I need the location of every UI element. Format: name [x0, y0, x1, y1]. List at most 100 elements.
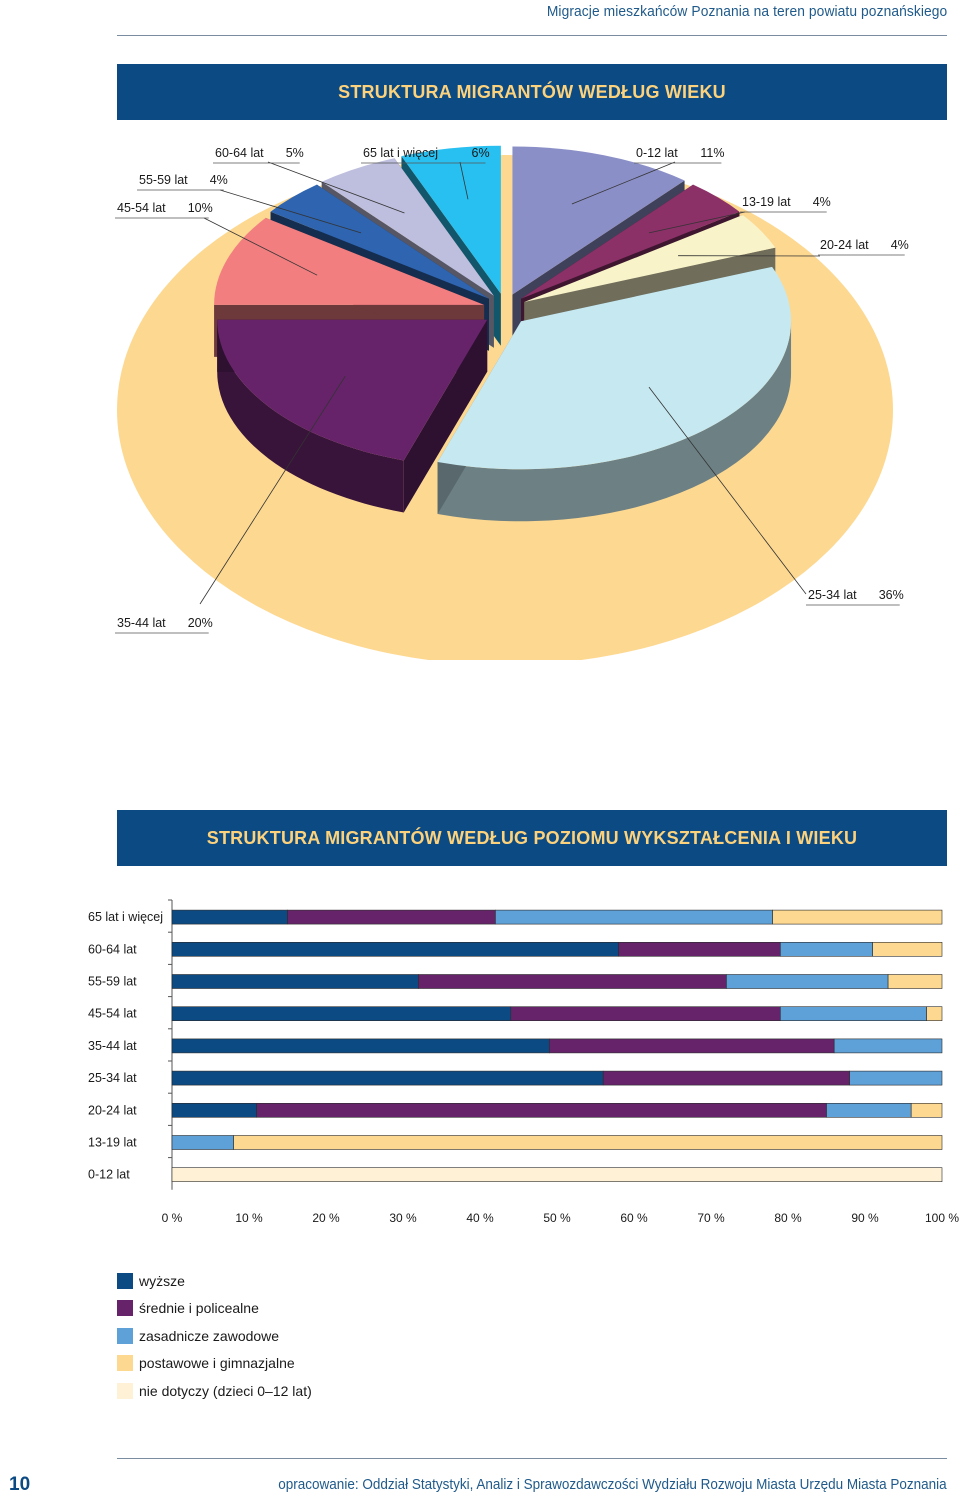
- pie-slice-label: 60-64 lat: [215, 146, 264, 160]
- legend-item: wyższe: [117, 1267, 312, 1295]
- pie-slice-top: [524, 215, 776, 303]
- pie-slice-value: 4%: [210, 173, 228, 187]
- pie-slice-top: [512, 146, 685, 295]
- pie-slice-label: 45-54 lat: [117, 201, 166, 215]
- bar-category-label: 13-19 lat: [88, 1136, 137, 1150]
- pie-slice-value: 20%: [188, 616, 213, 630]
- bar-segment: [171, 1006, 512, 1021]
- bar-category-label: 65 lat i więcej: [88, 910, 163, 924]
- legend-label: zasadnicze zawodowe: [139, 1327, 280, 1344]
- legend-swatch: [117, 1272, 133, 1289]
- bar-chart-title: STRUKTURA MIGRANTÓW WEDŁUG POZIOMU WYKSZ…: [206, 827, 858, 848]
- bar-x-tick-label: 20 %: [312, 1211, 340, 1225]
- pie-slice-top: [521, 184, 740, 299]
- bar-category-label: 35-44 lat: [88, 1039, 137, 1053]
- pie-slice-top: [214, 217, 485, 305]
- bar-x-tick-label: 60 %: [620, 1211, 648, 1225]
- bar-x-tick-label: 80 %: [774, 1211, 802, 1225]
- bar-rows: 65 lat i więcej 60-64 lat 55-59 lat 45-54 l…: [88, 909, 943, 1183]
- bar-x-tick-label: 50 %: [543, 1211, 571, 1225]
- bar-category-label: 25-34 lat: [88, 1071, 137, 1085]
- pie-slice-value: 11%: [700, 146, 724, 160]
- running-title: Migracje mieszkańców Poznania na teren p…: [546, 3, 947, 20]
- bar-category-label: 45-54 lat: [88, 1007, 137, 1021]
- bar-category-label: 20-24 lat: [88, 1103, 137, 1117]
- bar-x-tick-label: 40 %: [466, 1211, 494, 1225]
- bar-segment: [779, 941, 873, 957]
- pie-leader-line: [648, 211, 746, 234]
- bar-segment: [171, 974, 419, 989]
- bar-segment: [910, 1103, 943, 1118]
- legend-item: średnie i policealne: [117, 1295, 312, 1323]
- bar-segment: [510, 1006, 781, 1021]
- bar-x-ticks: 0 % 10 % 20 % 30 % 40 % 50 % 60 % 70 % 80 % 90 % 1…: [162, 1211, 960, 1225]
- bar-segment: [495, 909, 773, 925]
- header-rule: [117, 35, 947, 36]
- pie-slice-top: [217, 319, 488, 461]
- legend-swatch: [117, 1300, 133, 1317]
- bar-x-tick-label: 30 %: [389, 1211, 417, 1225]
- bar-segment: [548, 1038, 835, 1054]
- legend-label: średnie i policealne: [139, 1300, 259, 1317]
- stacked-bar-chart: 65 lat i więcej 60-64 lat 55-59 lat 45-54 l…: [88, 899, 960, 1225]
- pie-leader-line: [199, 376, 346, 605]
- pie-slice-top: [401, 145, 501, 294]
- pie-slice-value: 5%: [286, 146, 304, 160]
- bar-segment: [171, 1038, 550, 1054]
- footer-rule: [117, 1458, 947, 1459]
- bar-segment: [287, 909, 496, 925]
- pie-slice-top: [270, 184, 489, 299]
- pie-labels: 0-12 lat 11% 13-19 lat 4% 20-24 lat 4% 25-34 l…: [115, 146, 909, 634]
- pie-slice-value: 4%: [813, 195, 831, 209]
- pie-leader-line: [571, 161, 676, 205]
- bar-segment: [826, 1103, 912, 1118]
- pie-slice-label: 20-24 lat: [820, 238, 869, 252]
- footer-credit: opracowanie: Oddział Statystyki, Analiz …: [278, 1476, 947, 1493]
- pie-chart-title-banner: STRUKTURA MIGRANTÓW WEDŁUG WIEKU: [117, 64, 947, 120]
- pie-slice-top: [321, 158, 494, 296]
- bar-segment: [256, 1103, 827, 1118]
- legend-label: postawowe i gimnazjalne: [139, 1355, 295, 1372]
- pie-leader-line: [219, 189, 362, 234]
- pie-slice-top: [437, 266, 792, 470]
- pie-slice-label: 13-19 lat: [742, 195, 791, 209]
- bar-segment: [772, 909, 943, 925]
- pie-slice-value: 10%: [188, 201, 213, 215]
- bar-segment: [171, 1167, 943, 1183]
- pie-chart: 0-12 lat 11% 13-19 lat 4% 20-24 lat 4% 25-34 l…: [115, 145, 909, 660]
- bar-segment: [849, 1070, 943, 1086]
- legend-label: wyższe: [139, 1272, 185, 1289]
- legend-item: nie dotyczy (dzieci 0–12 lat): [117, 1377, 312, 1405]
- bar-segment: [726, 974, 889, 989]
- bar-x-tick-label: 90 %: [851, 1211, 879, 1225]
- pie-slice: [217, 319, 488, 513]
- bar-category-label: 55-59 lat: [88, 975, 137, 989]
- bar-segment: [618, 941, 781, 957]
- pie-leader-line: [459, 161, 469, 200]
- pie-leader-line: [648, 386, 807, 595]
- page-number: 10: [9, 1474, 31, 1495]
- bar-x-tick-label: 10 %: [235, 1211, 263, 1225]
- bar-category-label: 60-64 lat: [88, 942, 137, 956]
- pie-slice: [437, 266, 792, 522]
- bar-segment: [872, 941, 943, 957]
- pie-slice-rim: [437, 321, 792, 522]
- bar-segment: [602, 1070, 850, 1086]
- legend-swatch: [117, 1355, 133, 1372]
- bar-chart-title-banner: STRUKTURA MIGRANTÓW WEDŁUG POZIOMU WYKSZ…: [117, 810, 947, 866]
- legend-item: postawowe i gimnazjalne: [117, 1350, 312, 1378]
- bar-legend: wyższe średnie i policealne zasadnicze z…: [117, 1267, 312, 1405]
- bar-segment: [171, 1070, 604, 1086]
- pie-slice-value: 36%: [879, 588, 904, 602]
- bar-segment: [418, 974, 727, 989]
- legend-swatch: [117, 1382, 133, 1399]
- bar-segment: [171, 1103, 257, 1118]
- bar-segment: [171, 1135, 234, 1150]
- pie-slice-value: 6%: [472, 146, 490, 160]
- bar-segment: [887, 974, 943, 989]
- legend-label: nie dotyczy (dzieci 0–12 lat): [139, 1382, 312, 1399]
- pie-slice-label: 25-34 lat: [808, 588, 857, 602]
- bar-axis: [168, 899, 173, 1190]
- bar-x-tick-label: 100 %: [925, 1211, 959, 1225]
- legend-swatch: [117, 1327, 133, 1344]
